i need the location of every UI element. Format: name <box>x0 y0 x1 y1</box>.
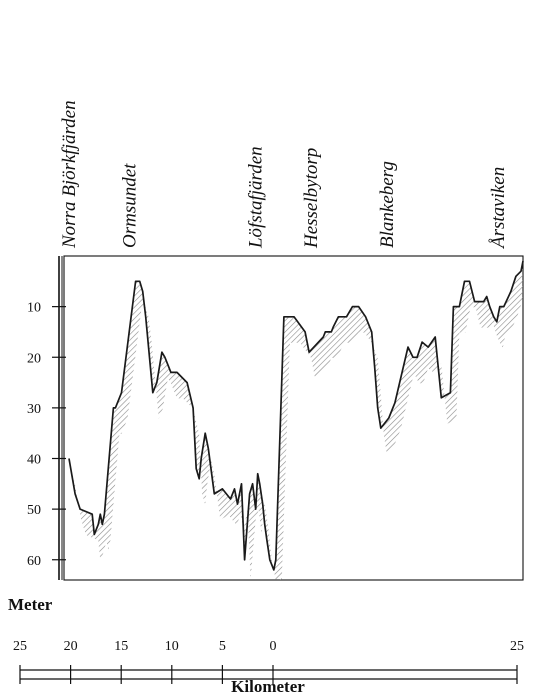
y-axis-title: Meter <box>8 595 53 614</box>
place-label: Löfstafjärden <box>246 146 267 249</box>
scale-tick-label: 5 <box>219 639 226 654</box>
place-label: Ormsundet <box>120 163 141 248</box>
place-label: Årstaviken <box>488 167 509 250</box>
place-label: Norra Björkfjärden <box>59 100 80 249</box>
y-tick-label: 20 <box>27 351 41 366</box>
y-axis-ticks: 10 20 30 40 50 60 <box>27 301 66 569</box>
scale-tick-label: 25 <box>13 639 27 654</box>
place-label: Blankeberg <box>377 161 398 248</box>
depth-profile-line <box>68 260 524 571</box>
y-tick-label: 10 <box>27 301 41 316</box>
y-tick-label: 50 <box>27 503 41 518</box>
hatched-bottom-layer <box>69 261 523 580</box>
place-labels: Norra Björkfjärden Ormsundet Löfstafjärden… <box>59 100 509 250</box>
scale-tick-label: 20 <box>64 639 78 654</box>
scale-tick-label: 15 <box>114 639 128 654</box>
scale-tick-label: 0 <box>270 639 277 654</box>
y-tick-label: 40 <box>27 453 41 468</box>
scale-tick-label: 10 <box>165 639 179 654</box>
scale-tick-label: 25 <box>510 639 524 654</box>
y-tick-label: 60 <box>27 554 41 569</box>
place-label: Hesselbytorp <box>301 148 322 249</box>
plot-frame <box>63 255 524 581</box>
y-tick-label: 30 <box>27 402 41 417</box>
x-axis-title: Kilometer <box>231 677 305 695</box>
kilometer-scale-bar: 25 20 15 10 5 0 25 <box>13 639 524 684</box>
